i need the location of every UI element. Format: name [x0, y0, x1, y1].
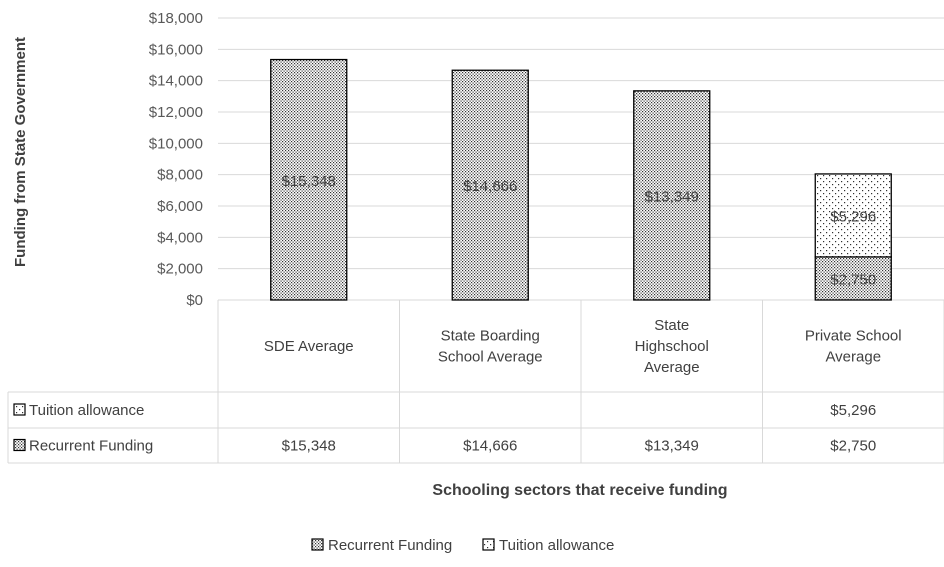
y-tick-label: $2,000 [157, 261, 203, 278]
y-axis-title: Funding from State Government [12, 37, 29, 267]
y-tick-label: $16,000 [149, 41, 203, 58]
data-label: $15,348 [282, 173, 336, 190]
legend-key [311, 538, 324, 551]
table-row-label: Tuition allowance [29, 402, 144, 419]
x-tick-label: Private School Average [805, 328, 902, 366]
y-tick-label: $14,000 [149, 73, 203, 90]
data-table: SDE Average State Boarding School Average S… [7, 300, 944, 464]
bar-recurrent-funding [451, 69, 529, 301]
table-cell: $15,348 [282, 438, 336, 455]
data-label: $14,666 [463, 178, 517, 195]
y-tick-label: $8,000 [157, 167, 203, 184]
bar-recurrent-funding [270, 58, 348, 301]
bar-recurrent-funding [814, 256, 892, 301]
legend-label: Tuition allowance [499, 537, 614, 554]
legend-label: Recurrent Funding [328, 537, 452, 554]
table-cell: $5,296 [830, 402, 876, 419]
table-cell: $13,349 [645, 438, 699, 455]
y-tick-label: $4,000 [157, 229, 203, 246]
table-cell: $14,666 [463, 438, 517, 455]
y-tick-label: $18,000 [149, 10, 203, 27]
legend: Recurrent Funding Tuition allowance [311, 537, 614, 554]
bars: $15,348 $14,666 $13,349 $2,750 $5,296 [270, 58, 892, 301]
x-axis-title: Schooling sectors that receive funding [432, 482, 727, 499]
y-tick-label: $0 [186, 292, 203, 309]
table-legend-key [13, 438, 26, 452]
y-tick-label: $12,000 [149, 104, 203, 121]
bar-tuition-allowance [814, 173, 892, 258]
data-label: $2,750 [830, 271, 876, 288]
table-cell: $2,750 [830, 438, 876, 455]
table-legend-key [13, 403, 26, 416]
x-tick-label: State Boarding School Average [438, 328, 543, 366]
y-tick-label: $6,000 [157, 198, 203, 215]
table-row-label: Recurrent Funding [29, 438, 153, 455]
y-tick-labels: $0 $2,000 $4,000 $6,000 $8,000 $10,000 $12,000… [149, 10, 203, 309]
x-tick-label: SDE Average [264, 338, 354, 355]
data-label: $13,349 [645, 188, 699, 205]
legend-key [482, 538, 495, 551]
x-tick-label: State Highschool Average [635, 317, 709, 376]
data-label: $5,296 [830, 208, 876, 225]
bar-recurrent-funding [633, 90, 711, 301]
y-tick-label: $10,000 [149, 135, 203, 152]
